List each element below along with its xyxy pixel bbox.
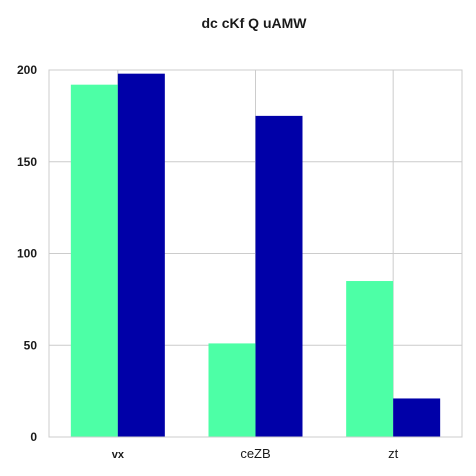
y-tick-label: 50 — [24, 338, 38, 352]
bar-vx-series-2 — [117, 73, 165, 438]
bar-zt-series-2 — [393, 398, 441, 437]
bar-ceZB-series-1 — [208, 343, 256, 437]
x-tick-label: ceZB — [240, 446, 270, 461]
x-axis-ticks: vx ceZB zt — [112, 446, 399, 461]
bar-ceZB-series-2 — [255, 115, 303, 437]
bars — [70, 73, 441, 438]
plot-frame — [48, 69, 463, 438]
chart-title: dc cKf Q uAMW — [202, 15, 308, 31]
bar-vx-series-1 — [70, 84, 118, 438]
y-tick-label: 0 — [30, 430, 37, 444]
y-tick-label: 100 — [17, 247, 37, 261]
bar-zt-series-1 — [346, 281, 394, 437]
y-tick-label: 150 — [17, 155, 37, 169]
y-tick-label: 200 — [17, 63, 37, 77]
x-tick-label: vx — [112, 449, 125, 461]
x-tick-label: zt — [388, 446, 399, 461]
y-axis-ticks: 0 50 100 150 200 — [17, 63, 37, 444]
